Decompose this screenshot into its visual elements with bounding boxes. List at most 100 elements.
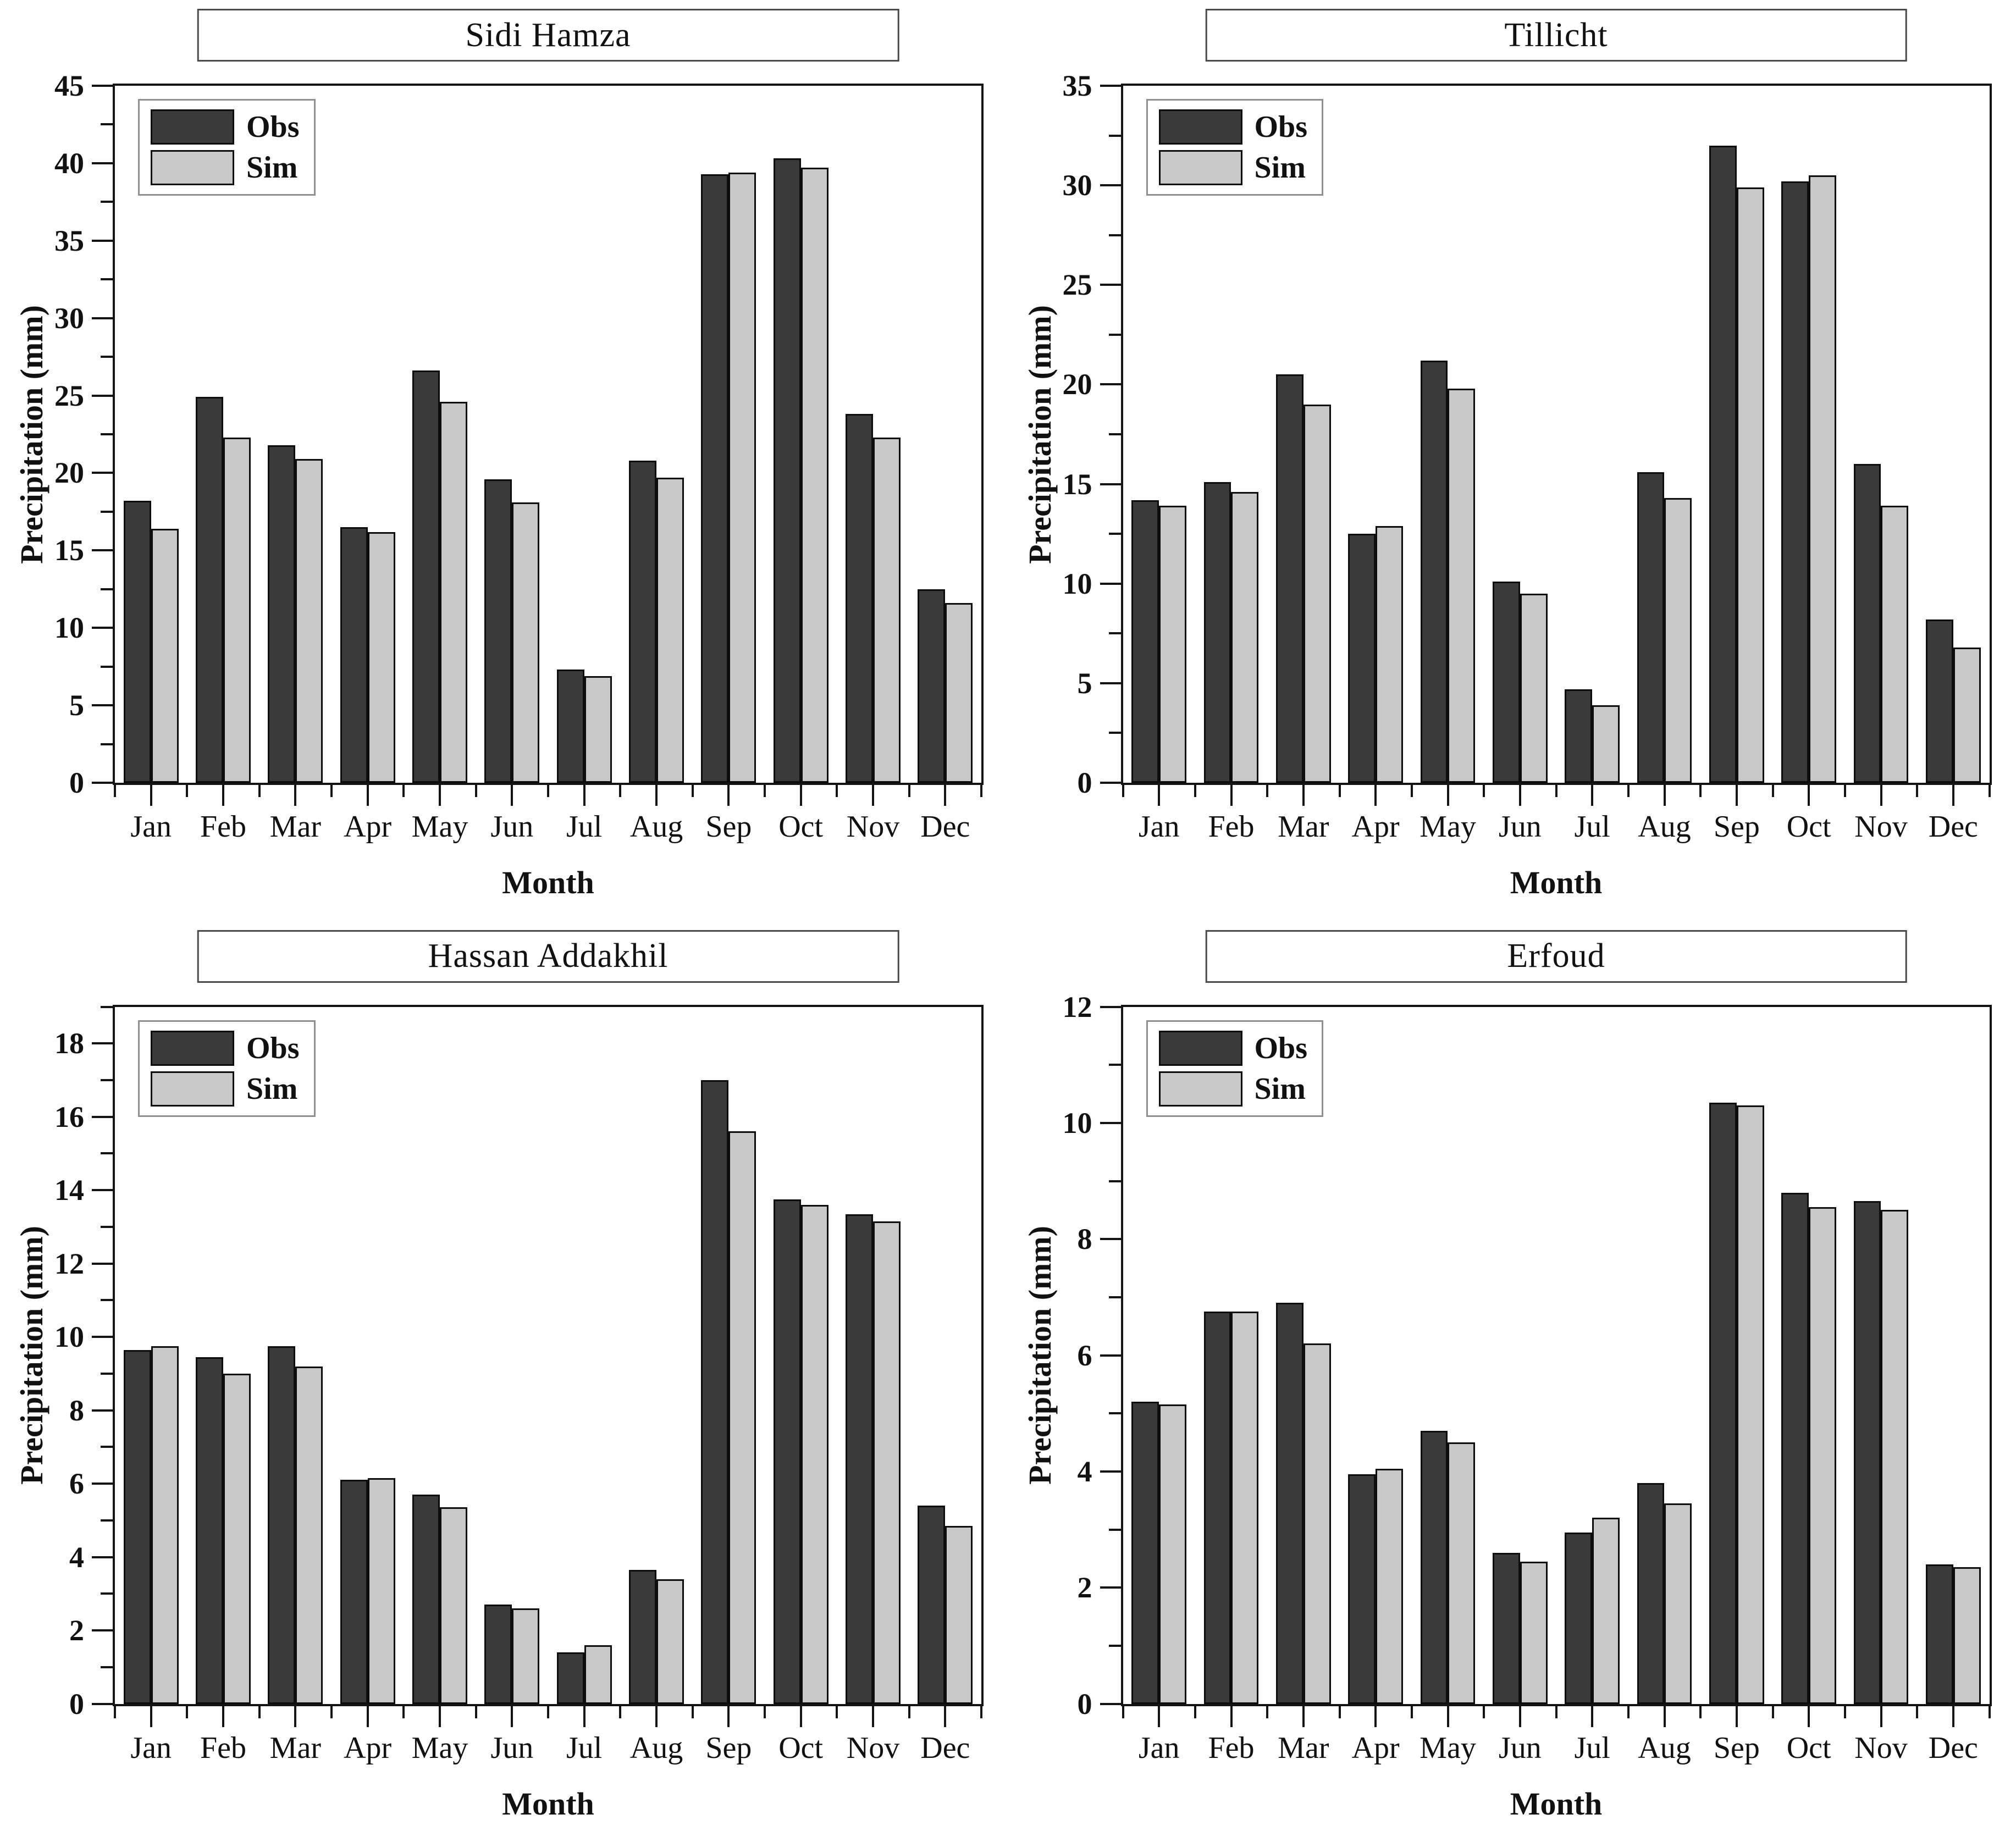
sim-bar-sep	[728, 1131, 756, 1704]
x-axis-major-tick	[1808, 785, 1810, 806]
bar-group-oct	[765, 86, 837, 783]
obs-bar-aug	[629, 460, 656, 783]
x-axis-major-tick	[1158, 785, 1161, 806]
x-axis-tick-label-aug: Aug	[629, 810, 683, 844]
y-axis-tick-label: 5	[69, 689, 84, 722]
y-axis-major-tick	[1100, 782, 1121, 784]
plot-area-hassan-addakhil: Hassan Addakhil Precipitation (mm) Month…	[14, 930, 984, 1822]
y-axis-tick-label: 0	[69, 766, 84, 799]
x-axis-tick-label-dec: Dec	[1928, 1730, 1978, 1765]
y-axis-minor-tick	[101, 588, 113, 590]
obs-bar-nov	[846, 414, 873, 783]
bar-group-jul	[548, 86, 620, 783]
bar-group-oct	[765, 1007, 837, 1704]
sim-bar-mar	[1303, 1343, 1331, 1704]
legend-row-obs: Obs	[151, 109, 300, 145]
x-axis-major-tick	[1663, 1706, 1666, 1727]
sim-bar-aug	[656, 477, 684, 783]
obs-bar-sep	[1709, 1102, 1737, 1704]
y-axis-tick-label: 20	[1062, 368, 1092, 401]
sim-bar-jul	[584, 676, 612, 783]
sim-bar-jun	[1520, 1561, 1548, 1704]
x-axis-major-tick	[1880, 1706, 1882, 1727]
x-axis-minor-tick	[474, 785, 477, 797]
y-axis-minor-tick	[1108, 433, 1121, 435]
bar-group-jun	[1484, 86, 1556, 783]
x-axis-major-tick	[1518, 785, 1521, 806]
x-axis-tick-label-aug: Aug	[629, 1730, 683, 1765]
y-axis-minor-tick	[1108, 1296, 1121, 1298]
x-axis-minor-tick	[402, 785, 405, 797]
y-axis-tick-label: 25	[54, 379, 84, 412]
x-axis-tick-label-oct: Oct	[778, 810, 824, 844]
y-axis-major-tick	[1100, 284, 1121, 286]
obs-bar-feb	[1203, 1312, 1231, 1704]
y-axis-minor-tick	[101, 356, 113, 358]
sim-bar-dec	[1953, 647, 1981, 783]
x-axis-minor-tick	[1555, 785, 1557, 797]
x-axis-major-tick	[1230, 1706, 1233, 1727]
bar-group-aug	[620, 86, 692, 783]
y-axis-minor-tick	[101, 1372, 113, 1375]
y-axis-tick-label: 10	[1062, 1106, 1092, 1140]
x-axis-major-tick	[944, 1706, 947, 1727]
x-axis-minor-tick	[1194, 785, 1196, 797]
y-axis-major-tick	[92, 1556, 113, 1558]
y-axis-major-tick	[92, 549, 113, 552]
obs-bar-aug	[1637, 472, 1665, 783]
bar-group-oct	[1773, 86, 1845, 783]
obs-bar-jan	[123, 501, 151, 783]
y-axis-minor-tick	[1108, 1064, 1121, 1066]
x-axis-tick-label-oct: Oct	[1786, 1730, 1831, 1765]
x-axis-minor-tick	[1771, 1706, 1774, 1718]
bar-group-may	[1412, 86, 1484, 783]
sim-bar-mar	[295, 459, 323, 783]
y-axis-tick-label: 45	[54, 69, 84, 102]
sim-bar-aug	[656, 1579, 684, 1704]
x-axis-major-tick	[799, 1706, 802, 1727]
obs-bar-sep	[1709, 145, 1737, 783]
obs-bar-jan	[123, 1349, 151, 1704]
bar-group-apr	[1340, 1007, 1412, 1704]
obs-swatch	[1158, 1030, 1242, 1066]
sim-bar-may	[439, 1507, 467, 1704]
x-axis-tick-label-sep: Sep	[705, 810, 752, 844]
legend: Obs Sim	[138, 99, 316, 196]
y-axis-tick-label: 2	[1077, 1571, 1092, 1605]
y-axis-major-tick	[92, 1702, 113, 1705]
y-axis-minor-tick	[101, 1005, 113, 1008]
y-axis-minor-tick	[1108, 732, 1121, 734]
x-axis-tick-label-nov: Nov	[1854, 1730, 1908, 1765]
y-axis-major-tick	[1100, 1470, 1121, 1473]
legend-row-obs: Obs	[1158, 109, 1307, 145]
x-axis-tick-label-feb: Feb	[1208, 810, 1255, 844]
y-axis-title: Precipitation (mm)	[1021, 305, 1058, 564]
sim-swatch	[151, 150, 234, 185]
x-axis-major-tick	[799, 785, 802, 806]
y-axis-tick-label: 12	[1062, 990, 1092, 1024]
y-axis-minor-tick	[101, 1446, 113, 1448]
x-axis-major-tick	[1880, 785, 1882, 806]
obs-bar-jun	[484, 479, 512, 783]
y-axis-major-tick	[92, 1336, 113, 1338]
x-axis-major-tick	[294, 785, 297, 806]
x-axis-major-tick	[944, 785, 947, 806]
sim-bar-nov	[1881, 506, 1909, 783]
y-axis-tick-label: 18	[54, 1027, 84, 1060]
x-axis-major-tick	[1302, 785, 1305, 806]
x-axis-tick-label-oct: Oct	[778, 1730, 824, 1765]
x-axis-minor-tick	[1699, 1706, 1702, 1718]
sim-bar-jan	[1159, 506, 1187, 783]
x-axis-minor-tick	[258, 785, 261, 797]
sim-bar-oct	[800, 1204, 829, 1704]
bar-group-apr	[332, 1007, 404, 1704]
bar-group-jan	[115, 86, 187, 783]
obs-swatch	[151, 109, 234, 145]
y-axis-major-tick	[92, 627, 113, 629]
x-axis-minor-tick	[691, 1706, 694, 1718]
y-axis-minor-tick	[101, 510, 113, 513]
x-axis-minor-tick	[1483, 785, 1485, 797]
y-axis-minor-tick	[101, 743, 113, 745]
bar-group-aug	[620, 1007, 692, 1704]
bar-group-jun	[476, 86, 548, 783]
